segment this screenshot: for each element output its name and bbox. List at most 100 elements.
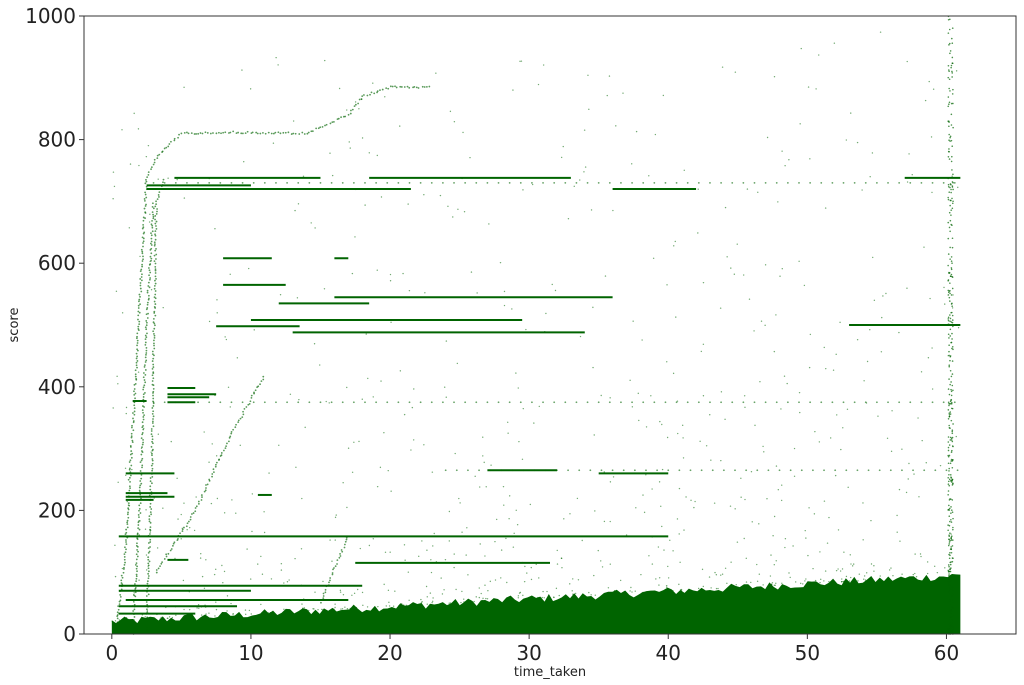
scatter-point xyxy=(111,620,114,623)
scatter-point xyxy=(951,607,954,610)
scatter-point xyxy=(136,339,139,342)
scatter-point xyxy=(590,209,593,211)
scatter-point xyxy=(338,87,341,90)
scatter-point xyxy=(296,297,299,299)
scatter-point xyxy=(850,563,852,565)
scatter-point xyxy=(606,94,608,97)
scatter-point xyxy=(138,507,141,510)
scatter-point xyxy=(131,426,133,429)
scatter-point xyxy=(115,625,117,627)
scatter-point xyxy=(222,582,224,584)
scatter-point xyxy=(645,474,647,476)
scatter-point xyxy=(150,464,153,467)
scatter-point xyxy=(153,254,156,257)
scatter-point xyxy=(948,524,951,527)
scatter-point xyxy=(167,145,170,148)
scatter-point xyxy=(144,343,147,346)
scatter-point xyxy=(339,591,342,593)
scatter-point xyxy=(815,88,817,90)
scatter-point xyxy=(249,88,252,90)
scatter-point xyxy=(156,208,158,210)
scatter-point xyxy=(130,450,133,452)
scatter-point xyxy=(526,572,528,574)
scatter-point xyxy=(508,599,510,601)
scatter-point xyxy=(951,275,953,278)
scatter-point xyxy=(951,72,954,74)
scatter-point xyxy=(141,227,144,230)
scatter-point xyxy=(947,264,949,267)
scatter-point xyxy=(445,396,447,398)
scatter-point xyxy=(208,320,211,323)
scatter-point xyxy=(953,401,956,404)
scatter-point xyxy=(160,616,162,619)
scatter-point xyxy=(136,355,139,358)
scatter-point xyxy=(947,441,950,443)
scatter-point xyxy=(375,181,378,184)
scatter-point xyxy=(775,465,778,467)
scatter-point xyxy=(724,206,727,209)
scatter-point xyxy=(345,538,348,541)
scatter-point xyxy=(519,60,521,62)
scatter-point xyxy=(652,257,655,260)
scatter-point xyxy=(150,223,153,226)
scatter-point xyxy=(834,469,837,472)
scatter-point xyxy=(720,181,722,184)
scatter-point xyxy=(129,487,131,490)
scatter-point xyxy=(951,169,953,171)
scatter-point xyxy=(133,601,135,603)
scatter-point xyxy=(152,425,155,428)
scatter-point xyxy=(648,175,650,177)
scatter-point xyxy=(230,430,233,433)
scatter-point xyxy=(567,218,570,220)
scatter-point xyxy=(185,525,188,528)
scatter-point xyxy=(222,449,225,452)
scatter-point xyxy=(151,226,154,229)
scatter-point xyxy=(714,571,716,574)
scatter-point xyxy=(653,401,656,404)
scatter-point xyxy=(672,590,674,592)
scatter-point xyxy=(152,357,155,360)
scatter-point xyxy=(951,155,953,158)
scatter-point xyxy=(182,616,185,619)
scatter-point xyxy=(535,563,537,565)
scatter-point xyxy=(951,207,954,210)
scatter-point xyxy=(215,461,218,464)
scatter-point xyxy=(149,278,151,281)
scatter-point xyxy=(948,344,950,347)
scatter-point xyxy=(508,495,511,497)
scatter-point xyxy=(486,181,489,184)
x-tick-label: 20 xyxy=(377,641,402,665)
scatter-point xyxy=(331,174,334,177)
scatter-point xyxy=(949,18,951,21)
scatter-point xyxy=(531,183,534,186)
scatter-point xyxy=(153,334,156,337)
scatter-point xyxy=(667,577,670,579)
scatter-point xyxy=(153,327,156,330)
scatter-point xyxy=(950,341,952,344)
scatter-point xyxy=(951,93,954,95)
scatter-point xyxy=(661,525,663,528)
scatter-point xyxy=(508,181,511,184)
scatter-point xyxy=(949,427,951,430)
scatter-point xyxy=(485,597,487,600)
scatter-point xyxy=(254,389,257,392)
scatter-point xyxy=(734,71,737,73)
scatter-point xyxy=(196,607,198,609)
scatter-point xyxy=(448,602,450,604)
scatter-point xyxy=(173,137,176,140)
scatter-point xyxy=(263,511,265,513)
scatter-point xyxy=(274,131,277,134)
scatter-point xyxy=(321,608,323,611)
scatter-point xyxy=(125,412,127,415)
scatter-point xyxy=(948,412,951,415)
scatter-point xyxy=(697,188,699,190)
scatter-point xyxy=(947,446,950,449)
scatter-point xyxy=(613,593,615,595)
scatter-point xyxy=(951,511,954,513)
scatter-point xyxy=(520,60,523,62)
scatter-point xyxy=(642,401,645,404)
scatter-point xyxy=(622,92,624,94)
scatter-point xyxy=(143,231,146,234)
scatter-point xyxy=(145,353,147,356)
scatter-point xyxy=(154,268,157,271)
